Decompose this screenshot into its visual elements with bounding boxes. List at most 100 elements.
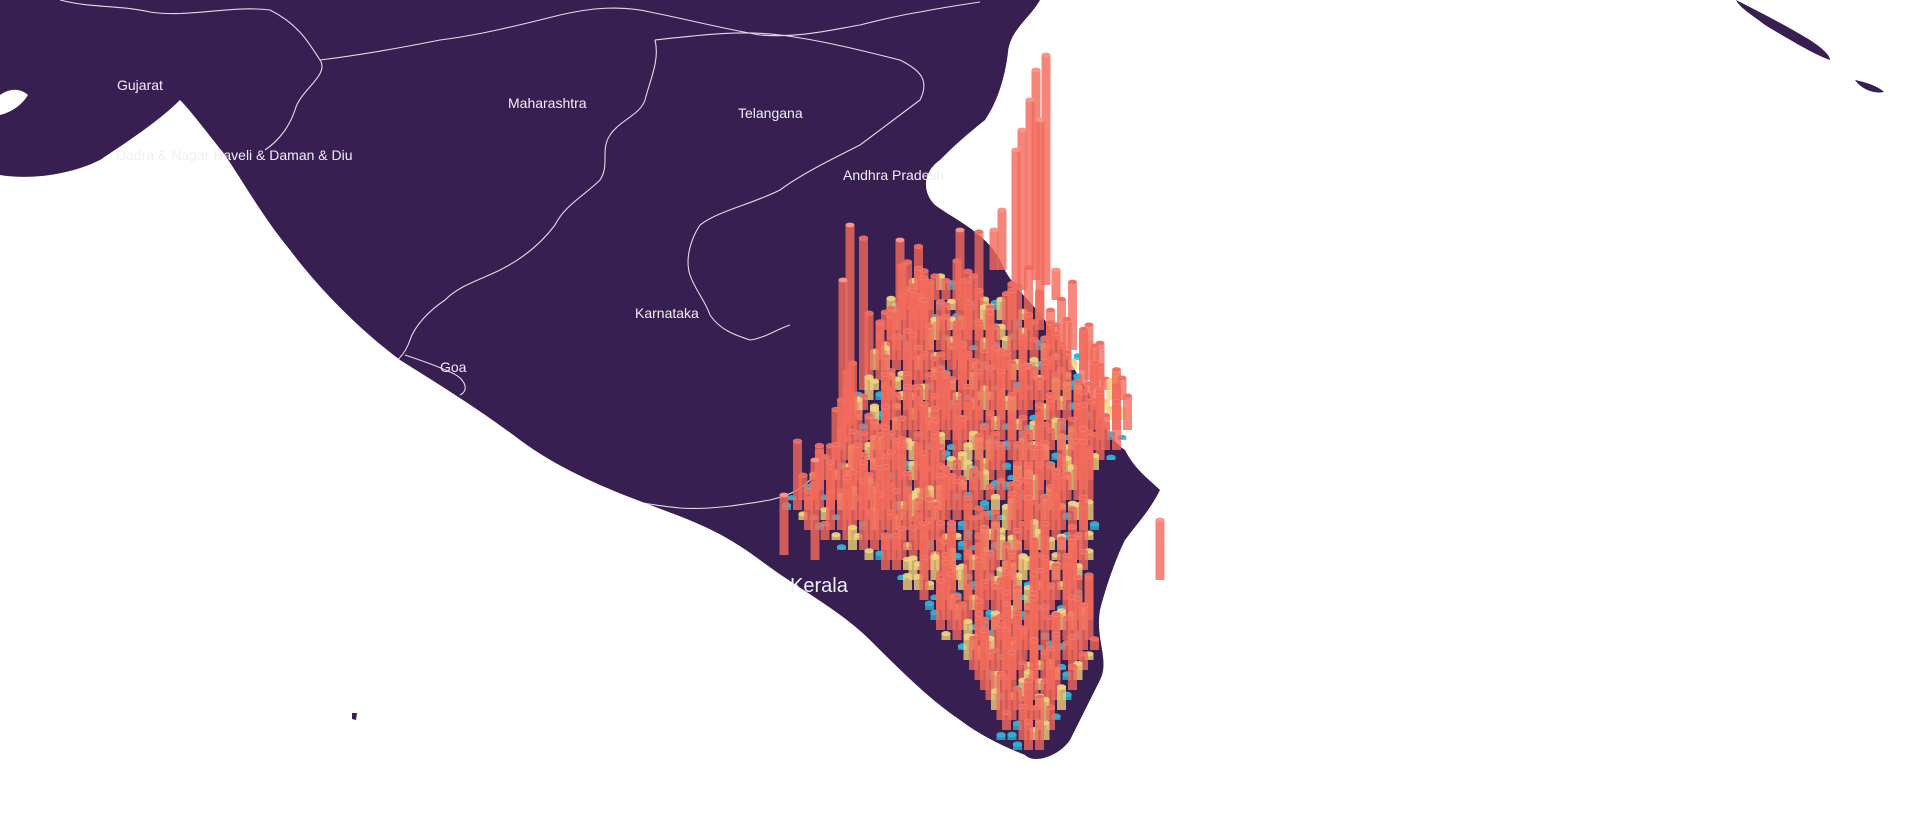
hexagon-column[interactable]: [1007, 649, 1017, 720]
hexagon-column[interactable]: [913, 431, 924, 490]
hexagon-column-spike[interactable]: [1011, 147, 1021, 290]
hexagon-column[interactable]: [963, 618, 973, 640]
hexagon-column[interactable]: [1007, 391, 1017, 460]
hexagon-column[interactable]: [996, 368, 1006, 440]
hexagon-column[interactable]: [919, 554, 929, 600]
hexagon-column[interactable]: [968, 357, 979, 430]
hexagon-column[interactable]: [1111, 399, 1122, 450]
hexagon-column[interactable]: [957, 475, 968, 510]
hexagon-column[interactable]: [930, 273, 940, 300]
hexagon-column[interactable]: [941, 465, 951, 520]
hexagon-column[interactable]: [864, 374, 874, 400]
hexagon-column[interactable]: [1029, 638, 1039, 700]
hexagon-column[interactable]: [985, 410, 995, 480]
hexagon-column[interactable]: [974, 611, 984, 680]
hexagon-column[interactable]: [1078, 651, 1089, 670]
hexagon-column[interactable]: [1062, 316, 1072, 360]
hexagon-column[interactable]: [930, 553, 940, 580]
hexagon-column-layer[interactable]: [779, 52, 1165, 750]
hexagon-column-spike[interactable]: [989, 227, 999, 270]
hexagon-column[interactable]: [996, 670, 1006, 720]
hexagon-column[interactable]: [996, 478, 1006, 500]
hexagon-column[interactable]: [853, 442, 863, 500]
hexagon-column[interactable]: [908, 555, 918, 580]
hexagon-column[interactable]: [968, 467, 979, 510]
hexagon-column[interactable]: [792, 438, 803, 510]
hexagon-column[interactable]: [974, 368, 984, 440]
hexagon-column[interactable]: [897, 525, 907, 560]
hexagon-column[interactable]: [979, 627, 990, 690]
hexagon-column[interactable]: [1067, 505, 1078, 530]
hexagon-column[interactable]: [1045, 462, 1056, 490]
hexagon-column[interactable]: [1045, 646, 1056, 710]
hexagon-column[interactable]: [1012, 527, 1023, 570]
hexagon-column[interactable]: [941, 314, 951, 360]
hexagon-column[interactable]: [1007, 287, 1017, 360]
hexagon-column[interactable]: [924, 323, 935, 370]
hexagon-column[interactable]: [963, 459, 973, 480]
hexagon-column[interactable]: [1023, 677, 1034, 730]
hexagon-column[interactable]: [935, 367, 946, 430]
hexagon-column[interactable]: [858, 478, 869, 550]
hexagon-column-spike[interactable]: [1025, 97, 1035, 270]
hexagon-column[interactable]: [1040, 359, 1050, 400]
hexagon-column[interactable]: [974, 505, 984, 540]
hexagon-column[interactable]: [858, 393, 869, 410]
hexagon-column[interactable]: [952, 593, 962, 640]
hexagon-column[interactable]: [941, 277, 951, 300]
hexagon-column[interactable]: [1051, 631, 1061, 700]
hexagon-column[interactable]: [864, 548, 874, 560]
hexagon-column[interactable]: [913, 497, 924, 550]
hexagon-column[interactable]: [1062, 349, 1072, 420]
hexagon-column[interactable]: [1040, 521, 1050, 580]
hexagon-column[interactable]: [1029, 595, 1039, 660]
hexagon-column[interactable]: [880, 464, 891, 530]
hexagon-column[interactable]: [1018, 415, 1028, 480]
hexagon-column[interactable]: [1034, 567, 1045, 630]
hexagon-column[interactable]: [1084, 429, 1094, 500]
hexagon-column[interactable]: [996, 732, 1006, 740]
hexagon-column[interactable]: [919, 401, 929, 460]
hexagon-column[interactable]: [891, 391, 902, 450]
hexagon-column[interactable]: [1023, 494, 1034, 550]
hexagon-column[interactable]: [891, 437, 902, 490]
hexagon-column[interactable]: [919, 450, 929, 520]
hexagon-column[interactable]: [1040, 554, 1050, 620]
hexagon-column[interactable]: [935, 472, 946, 530]
hexagon-column[interactable]: [990, 493, 1001, 510]
hexagon-column[interactable]: [1018, 553, 1028, 580]
hexagon-column[interactable]: [974, 320, 984, 360]
hexagon-column[interactable]: [1034, 694, 1045, 750]
hexagon-column[interactable]: [1029, 337, 1039, 360]
hexagon-column[interactable]: [1078, 494, 1089, 550]
hexagon-column[interactable]: [1034, 461, 1045, 530]
hexagon-column[interactable]: [864, 471, 874, 520]
hexagon-column[interactable]: [1034, 376, 1045, 410]
hexagon-column[interactable]: [836, 544, 847, 550]
hexagon-column[interactable]: [979, 499, 990, 510]
hexagon-column-spike[interactable]: [779, 492, 789, 555]
hexagon-column[interactable]: [1122, 393, 1133, 430]
hexagon-column[interactable]: [930, 433, 940, 500]
hexagon-column[interactable]: [880, 424, 891, 470]
hexagon-column-spike[interactable]: [1155, 517, 1165, 580]
hexagon-column-spike[interactable]: [1035, 117, 1045, 320]
hexagon-column[interactable]: [869, 482, 880, 550]
hexagon-column[interactable]: [1067, 634, 1078, 670]
hexagon-column[interactable]: [935, 578, 946, 630]
hexagon-column-spike[interactable]: [845, 222, 855, 425]
hexagon-column[interactable]: [858, 235, 869, 390]
hexagon-column[interactable]: [990, 615, 1001, 650]
hexagon-column[interactable]: [880, 532, 891, 570]
hexagon-column[interactable]: [1045, 319, 1056, 390]
hexagon-column[interactable]: [1051, 469, 1061, 540]
hexagon-column-spike[interactable]: [810, 457, 820, 560]
hexagon-column[interactable]: [908, 524, 918, 560]
hexagon-column[interactable]: [1073, 595, 1083, 660]
hexagon-column[interactable]: [985, 550, 995, 600]
hexagon-column[interactable]: [946, 519, 957, 590]
hexagon-column[interactable]: [1034, 402, 1045, 470]
hexagon-column[interactable]: [847, 469, 858, 530]
hexagon-column[interactable]: [864, 412, 874, 440]
hexagon-column[interactable]: [1056, 608, 1067, 630]
